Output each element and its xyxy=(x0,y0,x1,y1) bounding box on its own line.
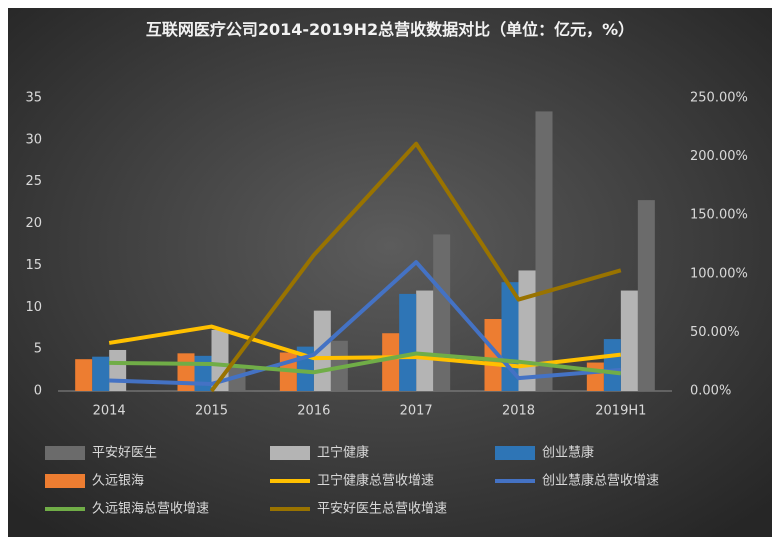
bar xyxy=(620,290,638,391)
x-tick-label: 2018 xyxy=(502,404,535,419)
line xyxy=(109,260,621,386)
bar xyxy=(637,200,655,391)
chart-title: 互联网医疗公司2014-2019H2总营收数据对比（单位：亿元，%） xyxy=(145,20,635,39)
y2-tick-label: 200.00% xyxy=(690,149,748,164)
y2-tick-label: 0.00% xyxy=(690,384,731,399)
bar xyxy=(433,234,451,391)
x-tick-label: 2017 xyxy=(400,404,433,419)
y-tick-label: 5 xyxy=(34,342,42,357)
bar xyxy=(382,333,400,391)
y2-tick-label: 250.00% xyxy=(690,91,748,106)
legend-label: 创业慧康 xyxy=(542,445,594,461)
x-tick-label: 2019H1 xyxy=(595,404,646,419)
legend-swatch xyxy=(45,446,85,460)
legend-label: 卫宁健康总营收增速 xyxy=(317,473,434,489)
y-tick-label: 15 xyxy=(25,258,42,273)
legend-label: 久远银海 xyxy=(92,474,144,489)
legend-swatch xyxy=(270,446,310,460)
bar xyxy=(603,339,621,391)
bar xyxy=(109,349,127,391)
x-tick-label: 2014 xyxy=(93,404,126,419)
y-tick-label: 0 xyxy=(34,384,42,399)
y-tick-label: 35 xyxy=(25,91,42,106)
line xyxy=(209,141,622,393)
line xyxy=(109,351,622,376)
bar xyxy=(399,293,417,391)
y2-tick-label: 150.00% xyxy=(690,208,748,223)
y-tick-label: 20 xyxy=(25,216,42,231)
bar xyxy=(416,290,434,391)
bar xyxy=(75,359,93,391)
bar xyxy=(535,111,553,391)
bar xyxy=(518,270,536,391)
bar xyxy=(484,319,502,391)
legend-label: 平安好医生 xyxy=(92,446,157,461)
y-tick-label: 25 xyxy=(25,174,42,189)
legend-label: 创业慧康总营收增速 xyxy=(542,473,659,489)
y2-tick-label: 50.00% xyxy=(690,325,740,340)
x-tick-label: 2016 xyxy=(297,404,330,419)
y2-tick-label: 100.00% xyxy=(690,266,748,281)
legend-swatch xyxy=(45,474,85,488)
bar xyxy=(586,362,604,391)
x-tick-label: 2015 xyxy=(195,404,228,419)
y-tick-label: 30 xyxy=(25,132,42,147)
bar xyxy=(177,353,195,391)
y-tick-label: 10 xyxy=(25,300,42,315)
legend-label: 平安好医生总营收增速 xyxy=(317,502,447,517)
legend-swatch xyxy=(495,446,535,460)
legend-label: 卫宁健康 xyxy=(317,445,369,461)
bar xyxy=(92,356,110,391)
legend-label: 久远银海总营收增速 xyxy=(92,502,209,517)
